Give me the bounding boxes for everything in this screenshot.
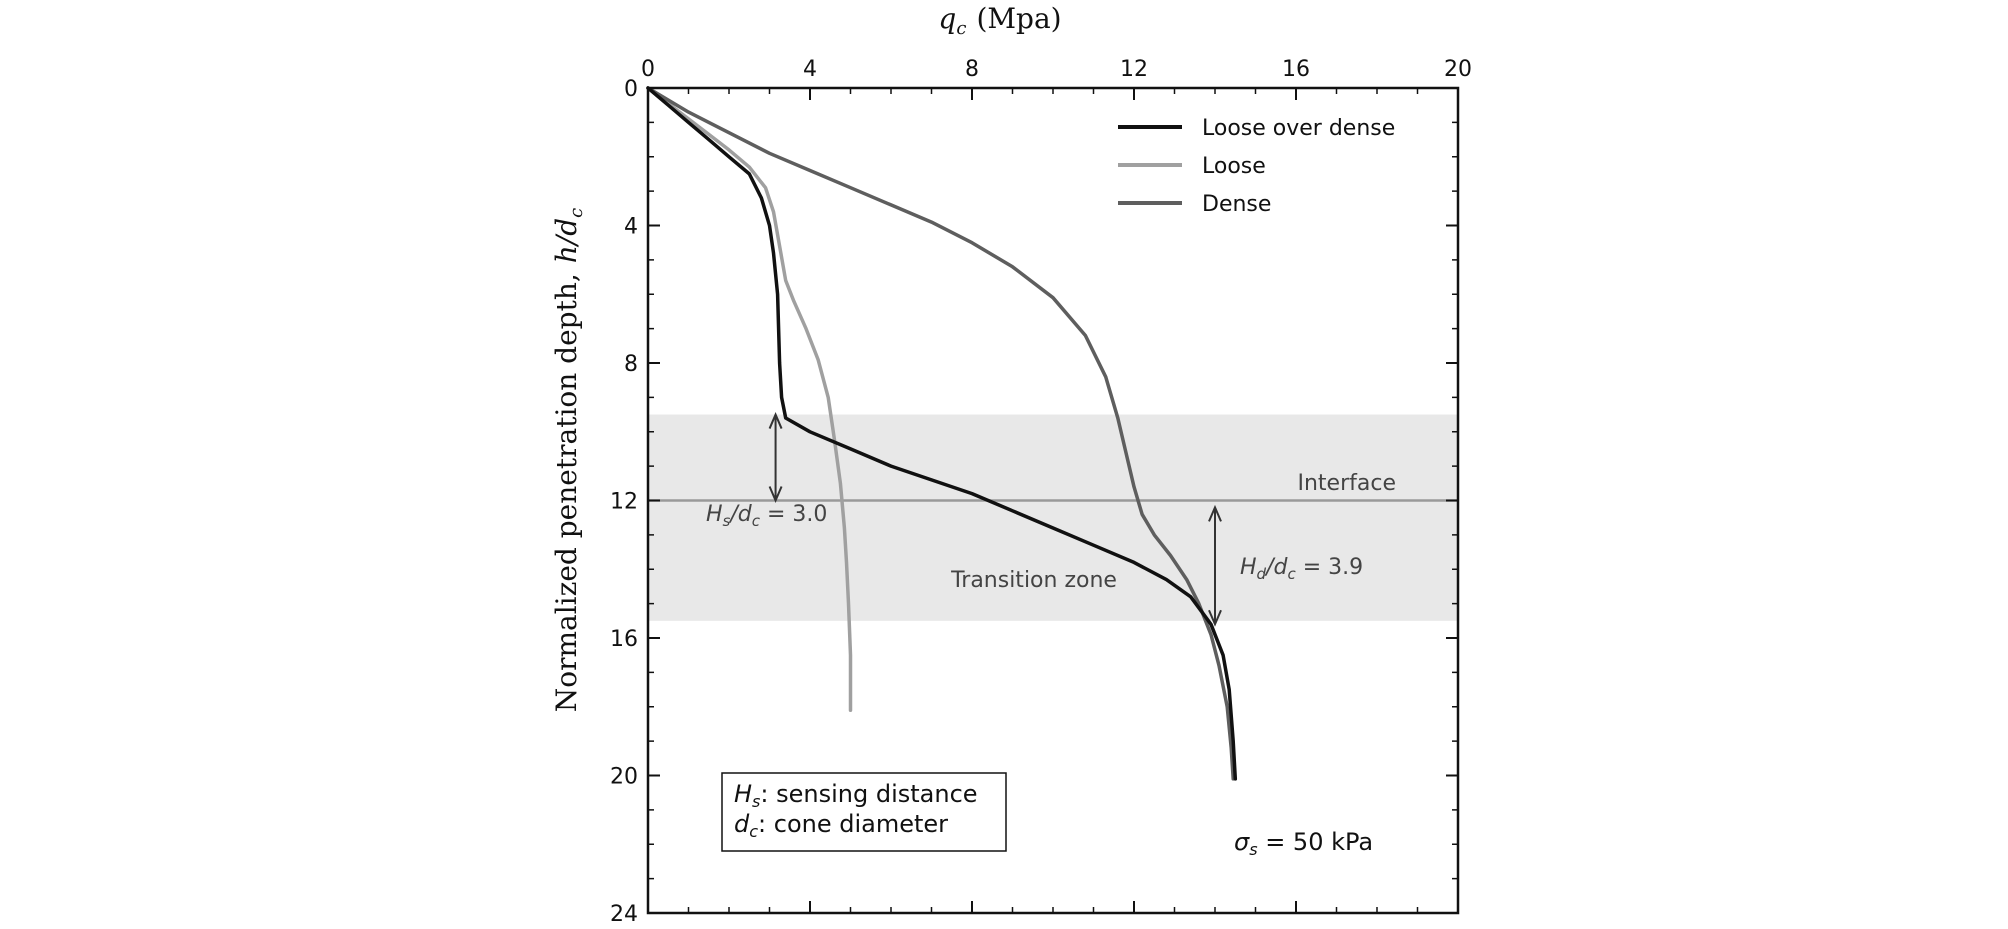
x-tick-label: 8 (965, 57, 979, 82)
transition-zone-label: Transition zone (950, 568, 1117, 593)
note-box: Hs: sensing distance dc: cone diameter (721, 772, 1007, 852)
legend: Loose over dense Loose Dense (1118, 116, 1395, 217)
x-tick-label: 0 (641, 57, 655, 82)
note-line-cone-diameter: dc: cone diameter (734, 810, 948, 841)
ticks-layer: 0 4 8 12 16 20 0 4 8 12 16 20 24 (610, 57, 1472, 927)
y-tick-label: 20 (610, 765, 638, 790)
sensing-distance-label: Hs/dc = 3.0 (706, 502, 827, 530)
stress-label: σs = 50 kPa (1234, 828, 1373, 859)
sensing-distance-arrow-head-bottom (768, 486, 783, 504)
series-line-loose-over-dense (646, 86, 1238, 781)
sensing-distance-arrow-head-top (768, 412, 783, 429)
y-tick-label: 8 (624, 352, 638, 377)
series-layer (646, 86, 1238, 781)
y-tick-label: 12 (610, 490, 638, 515)
y-tick-label: 4 (624, 215, 638, 240)
dense-distance-arrow-head-top (1208, 504, 1222, 522)
x-axis-title: qc (Mpa) (938, 2, 1061, 39)
x-tick-label: 12 (1120, 57, 1148, 82)
transition-zone-band (648, 414, 1458, 621)
y-tick-label: 0 (624, 77, 638, 102)
y-tick-label: 24 (610, 902, 638, 924)
y-tick-label: 16 (610, 627, 638, 652)
x-tick-label: 4 (803, 57, 817, 82)
band-layer (648, 414, 1458, 621)
dense-distance-arrow-head-bottom (1208, 609, 1222, 627)
dense-distance-label: Hd/dc = 3.9 (1240, 555, 1363, 583)
legend-label-loose: Loose (1202, 154, 1266, 179)
legend-label-dense: Dense (1202, 192, 1271, 217)
annot-layer (768, 412, 1222, 627)
note-line-sensing-distance: Hs: sensing distance (734, 780, 978, 811)
plot-frame (646, 86, 1460, 915)
legend-label-loose-over-dense: Loose over dense (1202, 116, 1395, 141)
x-tick-label: 16 (1282, 57, 1310, 82)
y-axis-title: Normalized penetration depth,h/dc (550, 208, 587, 713)
x-tick-label: 20 (1444, 57, 1472, 82)
series-line-dense (646, 86, 1235, 781)
interface-label: Interface (1298, 471, 1397, 496)
note-box-frame (721, 772, 1007, 852)
series-line-loose (646, 86, 853, 712)
